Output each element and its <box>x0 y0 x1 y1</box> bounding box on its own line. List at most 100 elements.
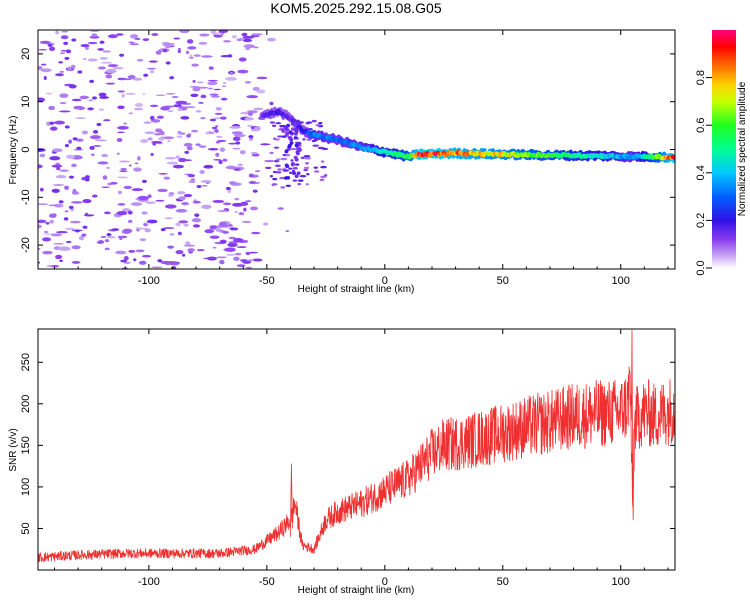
noise-speck <box>213 117 222 120</box>
signal-branch <box>296 171 301 175</box>
noise-speck <box>269 101 274 106</box>
noise-speck <box>280 186 286 189</box>
noise-speck <box>104 239 110 243</box>
noise-speck <box>241 32 248 37</box>
noise-speck <box>65 154 76 159</box>
noise-speck <box>137 195 149 201</box>
noise-speck <box>38 261 41 264</box>
noise-speck <box>48 105 56 111</box>
noise-speck <box>175 100 188 105</box>
noise-speck <box>119 236 123 240</box>
noise-speck <box>39 187 44 192</box>
noise-speck <box>273 146 280 149</box>
noise-speck <box>225 253 236 256</box>
x-tick-label: -50 <box>259 576 275 588</box>
colorbar-tick-label: 0.6 <box>695 118 707 133</box>
snr-x-label: Height of straight line (km) <box>298 585 415 596</box>
noise-speck <box>165 61 171 65</box>
noise-speck <box>100 236 107 238</box>
noise-speck <box>64 210 69 213</box>
noise-speck <box>201 185 208 187</box>
noise-speck <box>233 168 242 171</box>
noise-speck <box>102 50 111 53</box>
noise-speck <box>196 184 202 189</box>
x-tick-label: -100 <box>138 275 160 287</box>
x-tick-label: 50 <box>497 576 509 588</box>
noise-speck <box>203 164 214 169</box>
noise-speck <box>253 46 259 49</box>
noise-speck <box>43 233 52 235</box>
noise-speck <box>123 261 131 264</box>
noise-speck <box>234 210 239 213</box>
signal-branch <box>289 141 294 145</box>
x-tick-label: -100 <box>138 576 160 588</box>
x-tick-label: 100 <box>612 576 630 588</box>
noise-speck <box>117 203 126 206</box>
noise-speck <box>235 141 241 145</box>
noise-speck <box>58 61 64 64</box>
noise-speck <box>59 93 69 98</box>
noise-speck <box>185 241 191 246</box>
noise-speck <box>315 123 321 127</box>
colorbar: 0.0 0.2 0.4 0.6 0.8 Normalized spectral ampl… <box>695 30 748 276</box>
noise-speck <box>186 39 194 44</box>
noise-speck <box>196 81 204 84</box>
noise-speck <box>64 144 69 148</box>
noise-speck <box>133 107 144 111</box>
noise-speck <box>183 223 189 227</box>
noise-speck <box>271 124 277 127</box>
noise-speck <box>58 200 64 204</box>
noise-speck <box>50 126 58 131</box>
noise-speck <box>128 249 136 253</box>
noise-speck <box>209 235 220 239</box>
noise-speck <box>275 122 282 125</box>
noise-speck <box>304 157 311 160</box>
noise-speck <box>210 30 217 34</box>
noise-speck <box>50 233 62 237</box>
noise-speck <box>87 58 98 62</box>
noise-speck <box>167 140 171 143</box>
x-tick-label: 50 <box>497 275 509 287</box>
noise-speck <box>148 60 158 63</box>
noise-speck <box>177 49 181 54</box>
figure-title: KOM5.2025.292.15.08.G05 <box>270 0 441 16</box>
noise-speck <box>320 160 325 163</box>
noise-speck <box>274 164 281 167</box>
noise-speck <box>251 128 259 132</box>
noise-speck <box>64 125 70 129</box>
noise-speck <box>77 70 83 74</box>
y-tick-label: 20 <box>20 48 32 60</box>
noise-speck <box>99 40 105 44</box>
x-tick-label: 0 <box>382 275 388 287</box>
noise-speck <box>313 166 318 169</box>
noise-speck <box>173 37 181 40</box>
noise-speck <box>193 54 201 57</box>
noise-speck <box>104 211 111 215</box>
noise-speck <box>116 210 128 216</box>
noise-speck <box>39 40 51 44</box>
noise-speck <box>131 188 144 192</box>
noise-speck <box>239 150 246 155</box>
noise-speck <box>91 153 95 156</box>
noise-speck <box>136 227 148 230</box>
noise-speck <box>89 135 101 140</box>
noise-speck <box>132 77 143 81</box>
noise-speck <box>105 68 117 74</box>
noise-speck <box>242 38 253 43</box>
y-tick-label: 0 <box>20 146 32 152</box>
noise-speck <box>150 153 154 157</box>
noise-speck <box>169 76 175 80</box>
noise-speck <box>123 185 133 190</box>
colorbar-tick-label: 0.4 <box>695 165 707 180</box>
noise-speck <box>93 145 102 147</box>
noise-speck <box>106 236 116 239</box>
noise-speck <box>125 93 136 95</box>
noise-speck <box>133 167 142 172</box>
noise-speck <box>271 183 278 186</box>
noise-speck <box>65 240 72 244</box>
signal-branch <box>294 143 299 148</box>
noise-speck <box>81 177 85 181</box>
noise-speck <box>127 210 133 215</box>
noise-speck <box>227 54 233 58</box>
noise-speck <box>183 193 193 198</box>
